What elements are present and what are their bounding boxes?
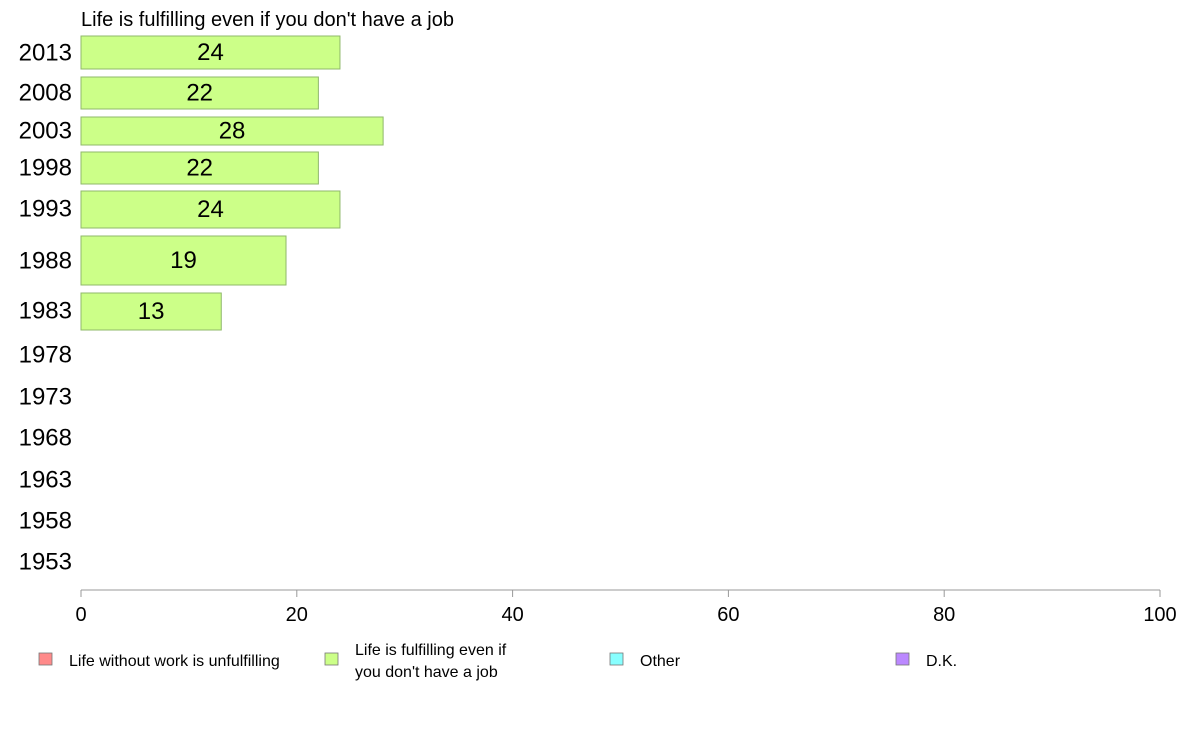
year-label: 2003: [19, 118, 72, 145]
x-tick-label: 60: [717, 604, 739, 626]
year-labels: 2013 2008 2003 1998 1993 1988 1983 1978 1973 1968…: [19, 40, 72, 576]
legend-swatch: [324, 652, 339, 666]
bars: [80, 35, 384, 331]
x-tick-label: 40: [501, 604, 523, 626]
year-label: 1953: [19, 549, 72, 576]
year-label: 1983: [19, 298, 72, 325]
legend-label: Life without work is unfulfilling: [69, 653, 280, 670]
legend-label: Other: [640, 653, 681, 670]
bar: [80, 292, 222, 331]
x-ticks: 0 20 40 60 80 100: [75, 590, 1177, 626]
year-label: 2008: [19, 80, 72, 107]
legend-label: you don't have a job: [355, 664, 498, 681]
bar-value-label: 24: [197, 196, 224, 223]
year-label: 2013: [19, 40, 72, 67]
year-label: 1968: [19, 425, 72, 452]
bar-value-label: 13: [138, 298, 165, 325]
year-label: 1973: [19, 384, 72, 411]
bar: [80, 190, 341, 229]
legend-label: Life is fulfilling even if: [355, 642, 507, 659]
bar: [80, 235, 287, 286]
year-label: 1963: [19, 467, 72, 494]
year-label: 1993: [19, 196, 72, 223]
bar-value-label: 22: [186, 80, 213, 107]
bar: [80, 35, 341, 70]
bar: [80, 151, 319, 185]
bar-value-label: 19: [170, 247, 197, 274]
legend-swatch: [609, 652, 624, 666]
bar-value-label: 24: [197, 39, 224, 66]
bar-value-label: 22: [186, 155, 213, 182]
year-label: 1998: [19, 155, 72, 182]
legend-swatch: [38, 652, 53, 666]
legend-label: D.K.: [926, 653, 957, 670]
legend-swatch: [895, 652, 910, 666]
year-label: 1958: [19, 508, 72, 535]
year-label: 1978: [19, 342, 72, 369]
x-tick-label: 0: [75, 604, 86, 626]
bar: [80, 76, 319, 110]
bar: [80, 116, 384, 146]
x-tick-label: 20: [286, 604, 308, 626]
x-tick-label: 80: [933, 604, 955, 626]
year-label: 1988: [19, 248, 72, 275]
chart-title: Life is fulfilling even if you don't hav…: [81, 9, 454, 31]
x-tick-label: 100: [1143, 604, 1176, 626]
legend: Life without work is unfulfilling Life is…: [38, 642, 957, 681]
bar-value-label: 28: [219, 118, 246, 145]
